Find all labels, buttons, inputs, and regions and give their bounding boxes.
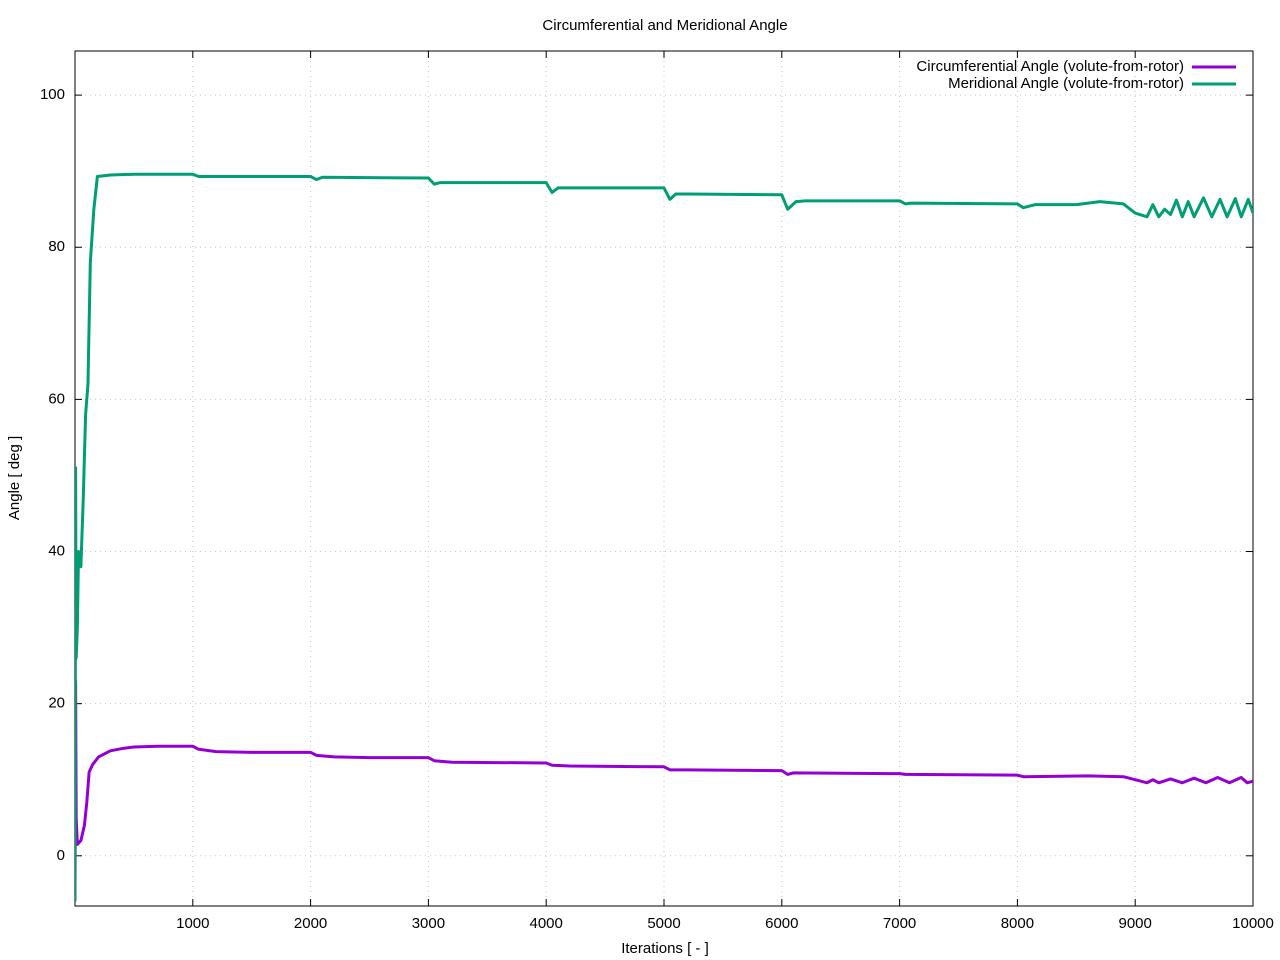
x-tick-label: 7000: [883, 915, 916, 932]
x-tick-label: 1000: [176, 915, 209, 932]
x-axis-label: Iterations [ - ]: [621, 940, 709, 957]
y-tick-label: 0: [57, 847, 65, 864]
data-line: [75, 679, 1253, 902]
x-tick-label: 9000: [1119, 915, 1152, 932]
x-tick-label: 10000: [1232, 915, 1274, 932]
x-tick-label: 3000: [412, 915, 445, 932]
y-tick-label: 60: [48, 390, 65, 407]
y-tick-label: 20: [48, 695, 65, 712]
data-line: [75, 172, 1253, 902]
x-tick-label: 4000: [530, 915, 563, 932]
legend-label: Meridional Angle (volute-from-rotor): [948, 75, 1184, 92]
x-tick-label: 6000: [765, 915, 798, 932]
x-tick-label: 8000: [1001, 915, 1034, 932]
y-tick-label: 100: [40, 86, 65, 103]
x-tick-label: 5000: [647, 915, 680, 932]
y-axis-label: Angle [ deg ]: [6, 436, 23, 520]
chart-title: Circumferential and Meridional Angle: [542, 17, 787, 34]
y-tick-label: 40: [48, 542, 65, 559]
plot-frame: [74, 50, 1254, 907]
legend-label: Circumferential Angle (volute-from-rotor…: [916, 58, 1184, 75]
x-tick-label: 2000: [294, 915, 327, 932]
y-tick-label: 80: [48, 238, 65, 255]
